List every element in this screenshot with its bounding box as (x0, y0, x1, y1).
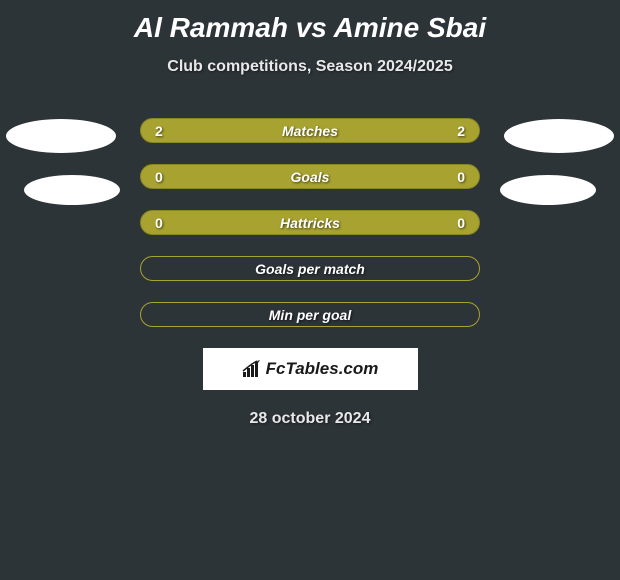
stat-bar-goals: 0 Goals 0 (140, 164, 480, 189)
chart-icon (242, 360, 262, 378)
player-right-avatar-1 (504, 119, 614, 153)
player-right-avatar-2 (500, 175, 596, 205)
stat-right-value: 2 (457, 123, 465, 139)
stat-label: Goals per match (255, 261, 365, 277)
stat-bar-hattricks: 0 Hattricks 0 (140, 210, 480, 235)
page-title: Al Rammah vs Amine Sbai (0, 0, 620, 44)
stat-bar-goals-per-match: Goals per match (140, 256, 480, 281)
stat-label: Matches (282, 123, 338, 139)
stat-bar-min-per-goal: Min per goal (140, 302, 480, 327)
logo-content: FcTables.com (242, 359, 379, 379)
stat-right-value: 0 (457, 169, 465, 185)
page-subtitle: Club competitions, Season 2024/2025 (0, 58, 620, 76)
stat-label: Hattricks (280, 215, 340, 231)
stat-right-value: 0 (457, 215, 465, 231)
stat-label: Min per goal (269, 307, 351, 323)
logo-text: FcTables.com (266, 359, 379, 379)
stat-label: Goals (291, 169, 330, 185)
stat-left-value: 2 (155, 123, 163, 139)
date-text: 28 october 2024 (0, 410, 620, 428)
player-left-avatar-1 (6, 119, 116, 153)
player-left-avatar-2 (24, 175, 120, 205)
stat-bar-matches: 2 Matches 2 (140, 118, 480, 143)
stat-left-value: 0 (155, 169, 163, 185)
logo-box: FcTables.com (203, 348, 418, 390)
stat-left-value: 0 (155, 215, 163, 231)
